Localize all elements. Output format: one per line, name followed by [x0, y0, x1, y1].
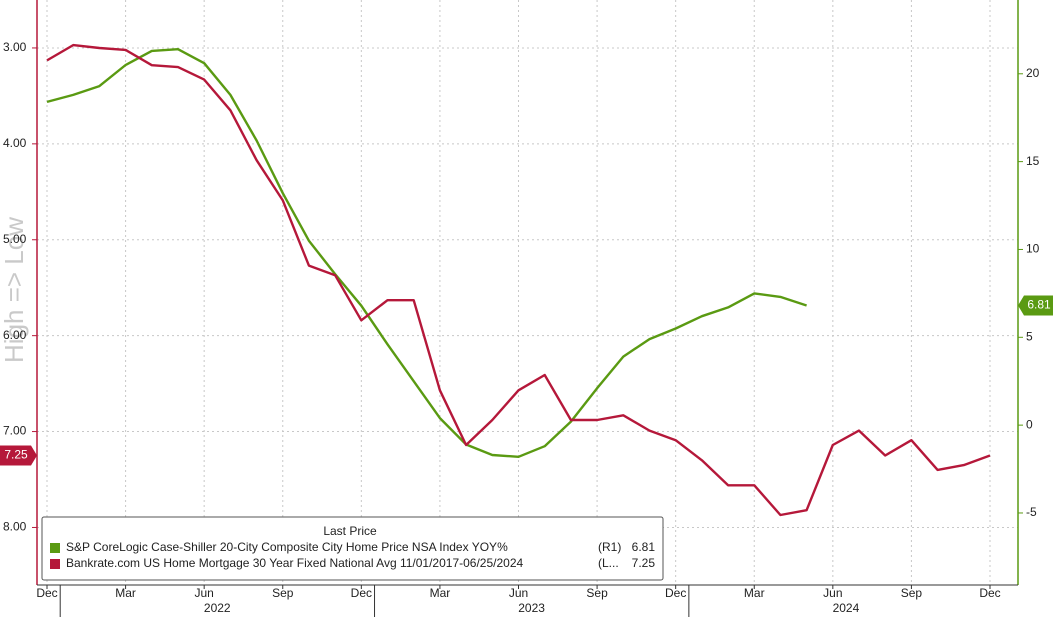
x-tick-label: Mar	[744, 586, 765, 600]
last-value-label: 6.81	[1027, 298, 1051, 312]
x-tick-label: Jun	[823, 586, 842, 600]
x-tick-label: Mar	[115, 586, 136, 600]
y-tick-label: 3.00	[3, 40, 27, 54]
y2-tick-label: 15	[1026, 154, 1040, 168]
x-tick-label: Sep	[586, 586, 608, 600]
y-axis-label: High => Low	[0, 217, 29, 363]
legend-axis-tag: (L...	[598, 556, 619, 570]
x-tick-label: Sep	[901, 586, 923, 600]
legend-title: Last Price	[323, 524, 377, 538]
y-tick-label: 8.00	[3, 520, 27, 534]
series-line	[46, 48, 807, 458]
year-label: 2024	[833, 601, 860, 615]
legend-swatch	[50, 559, 60, 569]
x-tick-label: Dec	[351, 586, 372, 600]
x-tick-label: Dec	[979, 586, 1000, 600]
y2-tick-label: 10	[1026, 242, 1040, 256]
year-label: 2022	[204, 601, 231, 615]
legend-label: S&P CoreLogic Case-Shiller 20-City Compo…	[66, 540, 508, 554]
series-line	[46, 43, 991, 517]
y2-tick-label: 5	[1026, 329, 1033, 343]
x-tick-label: Sep	[272, 586, 294, 600]
last-value-label: 7.25	[4, 448, 28, 462]
x-tick-label: Jun	[509, 586, 528, 600]
legend-box	[41, 516, 664, 581]
x-tick-label: Dec	[36, 586, 57, 600]
x-tick-label: Dec	[665, 586, 686, 600]
y-tick-label: 6.00	[3, 328, 27, 342]
y2-tick-label: -5	[1026, 505, 1037, 519]
x-tick-label: Jun	[194, 586, 213, 600]
legend-axis-tag: (R1)	[598, 540, 621, 554]
y-tick-label: 7.00	[3, 424, 27, 438]
y-tick-label: 4.00	[3, 136, 27, 150]
last-value-tag	[1018, 295, 1053, 316]
y2-tick-label: 0	[1026, 417, 1033, 431]
legend-label: Bankrate.com US Home Mortgage 30 Year Fi…	[66, 556, 524, 570]
x-tick-label: Mar	[430, 586, 451, 600]
y-tick-label: 5.00	[3, 232, 27, 246]
legend-value: 6.81	[632, 540, 656, 554]
legend-swatch	[50, 543, 60, 553]
y2-tick-label: 20	[1026, 66, 1040, 80]
year-label: 2023	[518, 601, 545, 615]
last-value-tag	[0, 445, 37, 466]
legend-value: 7.25	[632, 556, 656, 570]
